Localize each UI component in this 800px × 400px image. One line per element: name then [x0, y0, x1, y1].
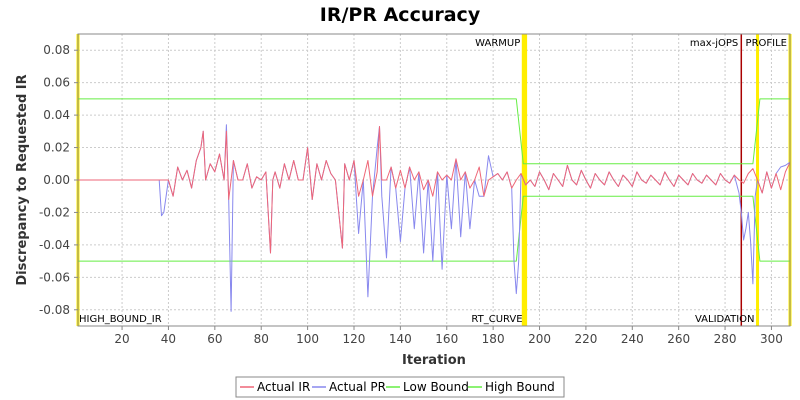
y-tick-label: 0.04	[43, 108, 70, 122]
series-line-low-bound	[78, 195, 790, 262]
x-tick-label: 160	[435, 332, 458, 346]
x-tick-label: 220	[574, 332, 597, 346]
y-tick-label: 0.00	[43, 173, 70, 187]
y-axis-label: Discrepancy to Requested IR	[15, 74, 30, 285]
y-tick-label: 0.06	[43, 76, 70, 90]
x-tick-label: 40	[161, 332, 176, 346]
series-line-actual-ir	[78, 126, 791, 254]
y-tick-label: 0.02	[43, 141, 70, 155]
y-tick-label: -0.02	[39, 205, 70, 219]
x-tick-label: 280	[714, 332, 737, 346]
chart-title: IR/PR Accuracy	[320, 4, 481, 26]
series-line-high-bound	[78, 98, 790, 165]
y-tick-label: -0.08	[39, 303, 70, 317]
legend: Actual IR Actual PR Low Bound High Bound	[235, 376, 565, 398]
y-axis: -0.08 -0.06 -0.04 -0.02 0.00 0.02 0.04 0.06 0.08	[39, 43, 78, 317]
legend-label-actual-pr: Actual PR	[329, 380, 386, 394]
phase-marker-label: HIGH_BOUND_IR	[79, 314, 162, 325]
series-lines	[78, 98, 791, 312]
y-tick-label: 0.08	[43, 43, 70, 57]
x-tick-label: 120	[343, 332, 366, 346]
phase-marker-label: max-jOPS	[690, 38, 738, 49]
x-tick-label: 100	[296, 332, 319, 346]
legend-label-actual-ir: Actual IR	[257, 380, 310, 394]
x-tick-label: 20	[114, 332, 129, 346]
x-tick-label: 260	[667, 332, 690, 346]
x-tick-label: 180	[482, 332, 505, 346]
x-tick-label: 200	[528, 332, 551, 346]
x-tick-label: 240	[621, 332, 644, 346]
x-tick-label: 140	[389, 332, 412, 346]
y-tick-label: -0.04	[39, 238, 70, 252]
x-tick-label: 80	[254, 332, 269, 346]
x-axis-label: Iteration	[402, 353, 466, 368]
phase-marker-label: WARMUP	[475, 38, 520, 49]
x-tick-label: 300	[760, 332, 783, 346]
phase-marker-label: PROFILE	[746, 38, 787, 49]
legend-label-high-bound: High Bound	[485, 380, 555, 394]
phase-marker-label: VALIDATION	[695, 314, 755, 325]
x-tick-label: 60	[207, 332, 222, 346]
phase-marker-label: RT_CURVE	[471, 314, 522, 325]
legend-label-low-bound: Low Bound	[403, 380, 469, 394]
y-tick-label: -0.06	[39, 270, 70, 284]
x-axis: 20 40 60 80 100 120 140 160 180 200 220 240 260 280 30…	[114, 326, 783, 346]
